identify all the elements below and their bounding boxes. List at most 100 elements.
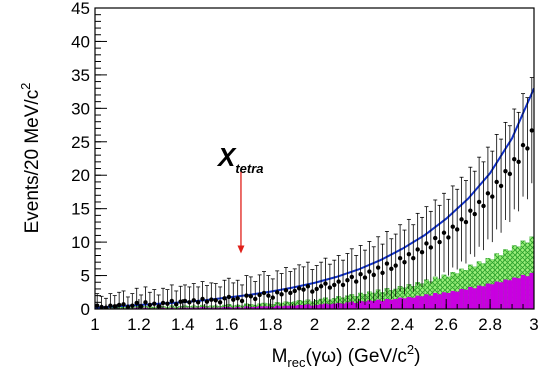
data-point: [371, 272, 376, 278]
data-point: [318, 284, 324, 289]
x-tick-label: 1.2: [127, 315, 151, 334]
data-point: [503, 169, 508, 174]
peaking-bar: [529, 272, 534, 309]
data-point: [292, 288, 297, 294]
y-axis-label-main: Events/20 MeV/c: [22, 90, 43, 234]
data-point: [415, 247, 420, 252]
data-point: [349, 274, 355, 280]
data-point: [490, 194, 495, 199]
data-point: [406, 251, 412, 257]
peaking-bar: [349, 301, 355, 309]
data-point: [516, 159, 521, 165]
x-axis-label-main: M: [272, 346, 288, 367]
peaking-bar: [450, 290, 455, 309]
peaking-bar: [525, 276, 530, 309]
x-tick-label: 1.8: [259, 315, 283, 334]
peaking-bar: [406, 296, 412, 309]
data-point: [402, 259, 407, 265]
x-tick-label: 1: [90, 315, 99, 334]
data-point: [213, 298, 218, 303]
data-point: [310, 289, 315, 294]
data-point: [130, 303, 135, 308]
y-tick-label: 25: [71, 133, 90, 152]
data-point: [143, 300, 148, 305]
data-point: [257, 292, 262, 298]
x-axis-label-end: ): [414, 346, 420, 367]
data-point: [380, 270, 385, 276]
data-point: [165, 301, 170, 306]
y-axis-ticks: 0 5 10 15 20 25 30 35 40 45: [71, 0, 107, 319]
data-point: [182, 298, 188, 304]
data-point: [437, 239, 442, 245]
x-tick-label: 2.4: [390, 315, 414, 334]
peaking-bar: [512, 277, 517, 309]
y-tick-label: 15: [71, 200, 90, 219]
peaking-bar: [437, 294, 442, 309]
data-point: [301, 287, 306, 292]
data-point: [305, 284, 311, 289]
data-point: [138, 304, 144, 309]
data-point: [428, 245, 434, 250]
x-tick-label: 2.2: [347, 315, 371, 334]
peaking-bar: [380, 300, 385, 309]
data-point: [200, 296, 205, 302]
x-tick-label: 2: [310, 315, 319, 334]
data-point: [274, 290, 280, 295]
x-axis-label: Mrec(γω) (GeV/c2): [272, 342, 421, 370]
x-tetra-annotation: Xtetra: [216, 142, 264, 254]
x-axis-label-rest: (γω) (GeV/c: [305, 346, 406, 367]
plot-frame: [94, 7, 535, 310]
peaking-bar: [468, 286, 473, 309]
data-point: [222, 296, 227, 301]
peaking-bar: [520, 274, 526, 309]
peaking-bar: [362, 301, 368, 309]
data-point: [463, 219, 469, 225]
y-tick-label: 0: [81, 300, 90, 319]
data-point: [454, 227, 460, 232]
x-tick-label: 2.6: [434, 315, 458, 334]
data-point: [367, 269, 372, 274]
plot-area: [94, 7, 535, 310]
data-point: [354, 279, 359, 284]
data-point: [481, 203, 486, 209]
peaking-bar: [481, 286, 486, 309]
peaking-bar: [415, 295, 420, 309]
data-point: [419, 249, 425, 255]
data-point: [248, 294, 254, 299]
y-tick-label: 30: [71, 99, 90, 118]
data-point: [231, 297, 236, 302]
data-point: [217, 300, 223, 305]
peaking-bar: [498, 282, 504, 309]
data-point: [525, 146, 530, 151]
peaking-bar: [459, 288, 464, 309]
peaking-bar: [397, 297, 403, 309]
peaking-bar: [463, 289, 469, 309]
data-point: [393, 263, 398, 268]
data-point: [191, 298, 196, 303]
data-point: [358, 272, 363, 277]
data-point: [345, 278, 350, 283]
data-point: [108, 303, 113, 308]
data-point: [204, 299, 210, 304]
y-tick-label: 20: [71, 166, 90, 185]
peaking-bar: [476, 285, 482, 309]
data-point: [270, 295, 275, 300]
y-tick-label: 35: [71, 66, 90, 85]
data-point: [112, 304, 117, 309]
data-point: [485, 191, 491, 196]
peaking-bar: [411, 297, 416, 309]
x-tick-label: 2.8: [478, 315, 502, 334]
x-axis-label-sup: 2: [407, 342, 414, 357]
peaking-bar: [402, 298, 407, 309]
peaking-bar: [490, 284, 495, 309]
peaking-bar: [503, 279, 508, 309]
y-tick-label: 10: [71, 233, 90, 252]
peaking-bar: [384, 298, 390, 309]
data-point: [446, 235, 451, 240]
data-point: [209, 297, 214, 302]
data-points-layer: [95, 77, 534, 309]
x-tetra-label-main: X: [216, 142, 237, 172]
peaking-bar: [433, 292, 438, 309]
data-point: [116, 302, 122, 308]
